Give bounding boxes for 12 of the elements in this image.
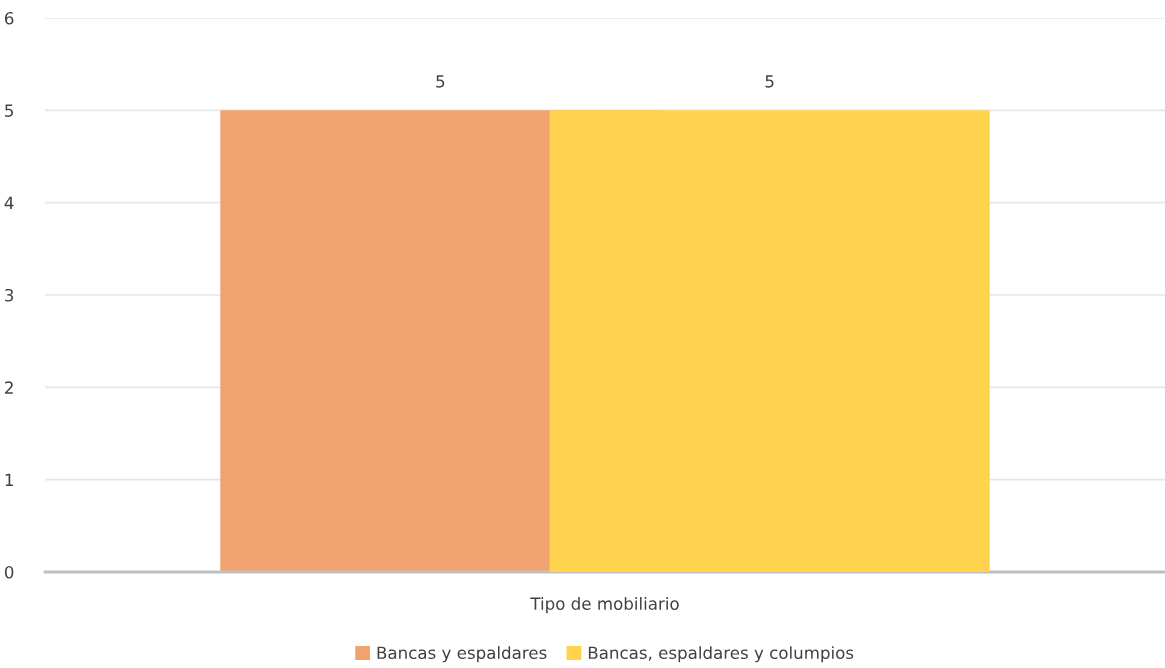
data-label: 5	[436, 75, 445, 88]
y-tick-label: 2	[5, 381, 13, 394]
legend-label: Bancas, espaldares y columpios	[588, 646, 854, 663]
y-tick-label: 0	[4, 565, 14, 579]
y-tick-label: 6	[5, 11, 14, 25]
y-tick-label: 4	[4, 196, 14, 209]
legend-label: Bancas y espaldares	[377, 646, 547, 663]
x-tick-label: Tipo de mobiliario	[530, 597, 679, 614]
y-tick-label: 5	[5, 104, 13, 117]
data-label: 5	[765, 75, 774, 88]
y-tick-label: 3	[5, 288, 14, 302]
y-tick-label: 1	[5, 473, 13, 486]
